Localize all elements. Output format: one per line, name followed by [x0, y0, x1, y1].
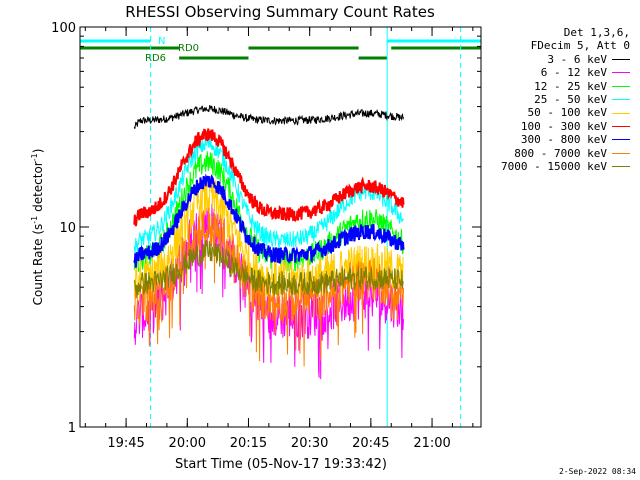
- x-axis-label: Start Time (05-Nov-17 19:33:42): [175, 457, 387, 472]
- series-line: [133, 128, 405, 227]
- series: [133, 104, 404, 129]
- legend-label: 100 - 300 keV: [520, 119, 607, 133]
- y-axis-label: Count Rate (s-1 detector-1): [30, 149, 45, 306]
- legend-item: 7000 - 15000 keV: [501, 160, 630, 173]
- legend-swatch: [612, 72, 630, 74]
- x-tick-label: 20:00: [169, 436, 206, 451]
- legend-swatch: [612, 166, 630, 168]
- night-boundary-lines: [79, 27, 462, 427]
- x-tick-label: 20:45: [352, 436, 389, 451]
- legend-entries: 3 - 6 keV 6 - 12 keV 12 - 25 keV 25 - 50 ke…: [501, 53, 630, 174]
- legend-swatch: [612, 139, 630, 141]
- y-tick-label: 1: [68, 421, 76, 436]
- rd6-flag-label: RD6: [145, 53, 166, 64]
- series: [133, 240, 404, 298]
- legend-label: 7000 - 15000 keV: [501, 160, 607, 174]
- legend-label: 3 - 6 keV: [547, 52, 607, 66]
- legend-label: 300 - 800 keV: [520, 133, 607, 147]
- legend-swatch: [612, 126, 630, 128]
- timestamp: 2-Sep-2022 08:34: [558, 467, 636, 476]
- legend-swatch: [612, 85, 630, 87]
- series: [133, 207, 404, 367]
- x-axis: 19:45 20:00 20:15 20:30 20:45 21:00: [84, 27, 474, 451]
- legend-item: 300 - 800 keV: [501, 133, 630, 146]
- legend-item: 50 - 100 keV: [501, 106, 630, 119]
- series: [133, 151, 404, 277]
- series-line: [133, 240, 404, 298]
- legend-swatch: [612, 112, 630, 114]
- legend-item: 6 - 12 keV: [501, 66, 630, 79]
- legend-header-line: Det 1,3,6,: [563, 26, 630, 39]
- legend-item: 100 - 300 keV: [501, 120, 630, 133]
- series: [133, 173, 405, 268]
- y-label-part: Count Rate (s: [31, 224, 45, 306]
- series-line: [133, 136, 404, 254]
- series-line: [133, 104, 404, 129]
- x-tick-label: 20:15: [230, 436, 267, 451]
- legend-label: 6 - 12 keV: [540, 66, 607, 80]
- plot-frame: [79, 26, 482, 428]
- y-label-part: detector: [31, 161, 45, 216]
- legend-item: 800 - 7000 keV: [501, 147, 630, 160]
- legend-label: 25 - 50 keV: [534, 93, 607, 107]
- legend-item: 3 - 6 keV: [501, 53, 630, 66]
- series: [133, 128, 405, 227]
- legend-label: 50 - 100 keV: [527, 106, 607, 120]
- y-label-sup: -1: [30, 216, 39, 224]
- legend: Det 1,3,6, FDecim 5, Att 0 3 - 6 keV 6 - …: [501, 26, 630, 173]
- series-line: [133, 202, 404, 380]
- y-label-sup: -1: [30, 153, 39, 161]
- y-axis: 1 10 100: [51, 21, 481, 436]
- flag-bars: N RD0 RD6: [80, 36, 481, 64]
- x-tick-label: 19:45: [107, 436, 144, 451]
- legend-swatch: [612, 59, 630, 61]
- series-line: [133, 151, 404, 277]
- chart-title: RHESSI Observing Summary Count Rates: [125, 3, 435, 21]
- y-tick-label: 10: [59, 221, 76, 236]
- legend-swatch: [612, 152, 630, 154]
- series-layer: [133, 104, 405, 380]
- rd0-flag-label: RD0: [178, 43, 199, 54]
- legend-item: 12 - 25 keV: [501, 80, 630, 93]
- series-line: [133, 207, 404, 367]
- legend-header-line: FDecim 5, Att 0: [530, 39, 630, 53]
- series: [133, 202, 404, 380]
- x-tick-label: 20:30: [291, 436, 328, 451]
- y-tick-label: 100: [51, 21, 76, 36]
- legend-swatch: [612, 99, 630, 101]
- series-line: [133, 173, 405, 268]
- series: [133, 136, 404, 254]
- legend-label: 800 - 7000 keV: [514, 146, 607, 160]
- x-tick-label: 21:00: [413, 436, 450, 451]
- legend-item: 25 - 50 keV: [501, 93, 630, 106]
- legend-label: 12 - 25 keV: [534, 79, 607, 93]
- y-label-part: ): [31, 149, 45, 154]
- night-flag-label: N: [158, 36, 165, 47]
